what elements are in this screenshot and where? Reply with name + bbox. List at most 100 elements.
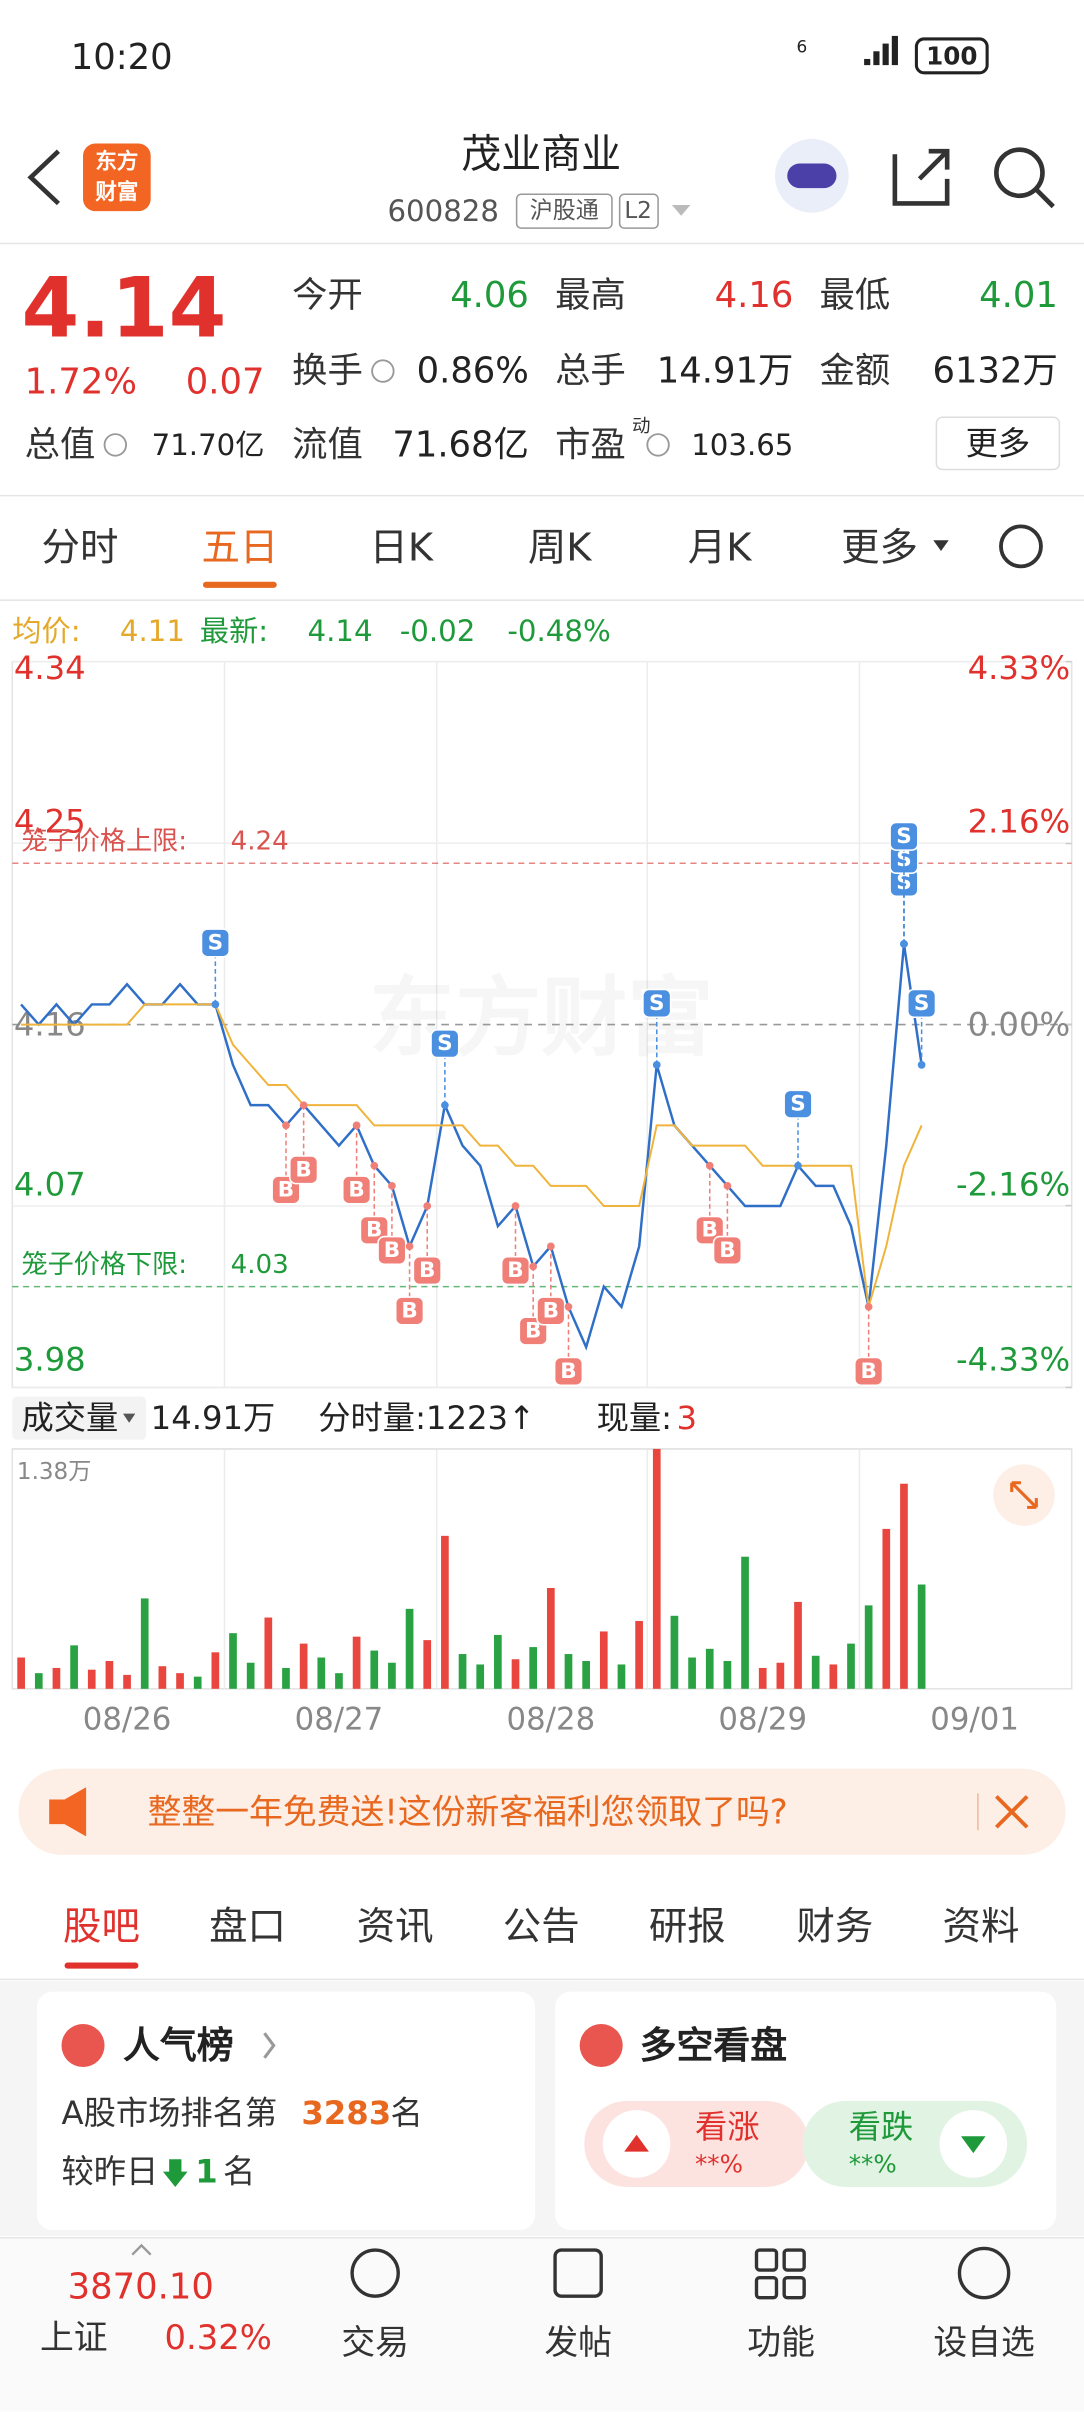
trade-icon[interactable]: [350, 2248, 400, 2298]
tab[interactable]: 月K: [688, 525, 752, 570]
marker-badge: [430, 1029, 460, 1059]
volume-bar: [529, 1647, 538, 1689]
tab[interactable]: 五日: [201, 525, 278, 570]
volume-bar: [900, 1483, 908, 1689]
y-tick-label: 3.98: [14, 1341, 86, 1379]
marker-badge: [341, 1175, 372, 1205]
search-icon[interactable]: [994, 147, 1045, 199]
field-value: 4.06: [450, 275, 529, 316]
settings-icon[interactable]: [999, 524, 1043, 569]
volume-bar: [52, 1667, 61, 1689]
chevron: [263, 2032, 276, 2059]
volume-bar: [105, 1660, 114, 1689]
func-icon[interactable]: [754, 2248, 779, 2272]
tag-box: [618, 193, 659, 229]
marker-dot: [211, 1000, 220, 1009]
marker-label: S: [208, 930, 224, 955]
marker-badge: [289, 1155, 319, 1185]
volume-dropdown[interactable]: [12, 1396, 147, 1440]
marker-label: S: [896, 824, 912, 849]
change: 0.07: [186, 361, 265, 402]
info-icon: [646, 433, 670, 457]
down-pct: **%: [849, 2149, 897, 2178]
volume-bar: [864, 1605, 873, 1689]
x-tick-label: 08/27: [295, 1702, 384, 1738]
field-label: 总值: [25, 424, 96, 465]
watch-icon[interactable]: [957, 2246, 1011, 2300]
nav-label[interactable]: 交易: [341, 2323, 409, 2362]
field-value: 6132万: [933, 351, 1058, 392]
marker-dot: [529, 1262, 538, 1271]
section-tab[interactable]: 研报: [649, 1905, 726, 1950]
legend-label: 均价:: [12, 614, 80, 648]
signal-bar: [864, 58, 871, 66]
logo-text: 财富: [95, 179, 138, 205]
down-label[interactable]: 看跌: [849, 2108, 914, 2146]
section-tab[interactable]: 股吧: [63, 1905, 140, 1950]
volume-bar: [458, 1654, 467, 1689]
stock-name: 茂业商业: [461, 131, 621, 177]
cage-limit-value: 4.24: [231, 827, 289, 857]
marker-badge: [200, 928, 230, 958]
tab[interactable]: 分时: [42, 525, 119, 570]
tag-box: [515, 193, 613, 229]
volume-bar: [299, 1643, 308, 1689]
marker-badge: [500, 1255, 531, 1286]
marker-dot: [299, 1101, 308, 1110]
index-value[interactable]: 3870.10: [68, 2266, 214, 2307]
section-tab[interactable]: 资料: [943, 1905, 1020, 1950]
volume-label[interactable]: 成交量: [22, 1399, 119, 1437]
volume-bar: [635, 1621, 643, 1689]
marker-badge: [394, 1296, 425, 1326]
volume-bar: [158, 1666, 167, 1689]
volume-bar: [758, 1667, 767, 1689]
volume-bar: [511, 1659, 520, 1689]
section-tab[interactable]: 财务: [796, 1905, 873, 1950]
nav-label[interactable]: 发帖: [544, 2323, 612, 2362]
volume-bar: [741, 1556, 749, 1689]
rank-value: 3283: [301, 2094, 391, 2132]
section-tab[interactable]: 公告: [503, 1905, 580, 1950]
more-label[interactable]: 更多: [966, 424, 1031, 462]
tab[interactable]: 日K: [369, 525, 433, 570]
field-label: 最高: [555, 275, 626, 316]
banner[interactable]: [18, 1768, 1066, 1855]
marker-label: B: [366, 1218, 382, 1243]
volume-bar: [776, 1662, 785, 1689]
up-label[interactable]: 看涨: [695, 2108, 760, 2146]
dropdown-icon: [671, 205, 691, 216]
tab[interactable]: 更多: [841, 525, 918, 570]
megaphone-icon: [49, 1787, 87, 1837]
marker-badge: [889, 821, 919, 851]
up-arrow: [624, 2134, 649, 2152]
time: 10:20: [71, 37, 173, 78]
volume-now-label: 现量:: [597, 1399, 672, 1437]
section-tab[interactable]: 盘口: [209, 1905, 286, 1950]
vs-icon: [579, 2023, 623, 2068]
marker-badge: [377, 1235, 407, 1266]
volume-bar: [564, 1654, 573, 1689]
field-value: 71.68亿: [392, 424, 529, 465]
volume-bar: [688, 1657, 696, 1689]
marker-dot: [564, 1302, 573, 1311]
post-icon[interactable]: [553, 2248, 603, 2298]
close-icon[interactable]: [994, 1795, 1029, 1829]
back-icon[interactable]: [27, 149, 61, 206]
marker-label: B: [278, 1177, 294, 1202]
bottom-bar: [0, 2237, 1084, 2412]
section-tab[interactable]: 资讯: [357, 1905, 434, 1950]
card-title: 多空看盘: [640, 2024, 788, 2067]
legend-value: 4.11: [120, 614, 185, 648]
y-tick-label: 4.34: [14, 649, 86, 687]
nav-label[interactable]: 功能: [747, 2323, 815, 2362]
banner-text[interactable]: 整整一年免费送!这份新客福利您领取了吗?: [148, 1792, 788, 1831]
nav-label[interactable]: 设自选: [933, 2323, 1034, 2362]
popular-card[interactable]: [36, 1991, 536, 2231]
tab[interactable]: 周K: [528, 525, 592, 570]
more-button[interactable]: [935, 416, 1061, 471]
marker-dot: [370, 1161, 379, 1170]
price: 4.14: [22, 260, 227, 357]
volume-bar: [723, 1660, 732, 1689]
share-icon[interactable]: [892, 148, 950, 206]
volume-bar: [917, 1584, 926, 1689]
